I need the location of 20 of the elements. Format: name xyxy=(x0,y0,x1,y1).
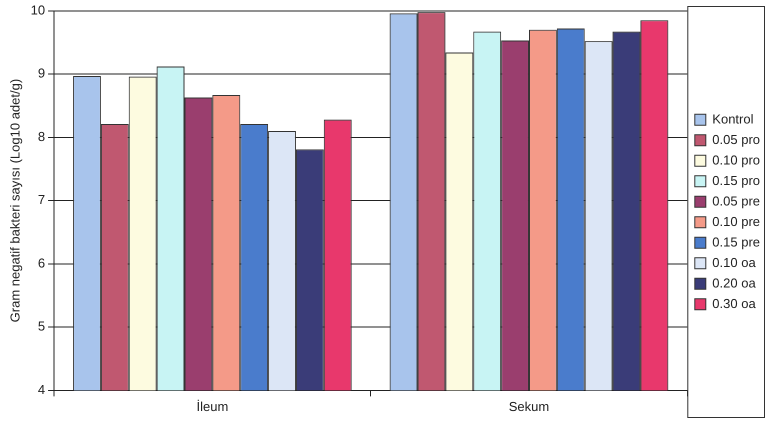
y-tick-label: 9 xyxy=(38,66,46,81)
y-tick-label: 10 xyxy=(30,2,46,18)
legend-label: 0.10 oa xyxy=(712,254,756,270)
legend-label: 0.15 pre xyxy=(712,234,760,250)
y-axis-title: Gram negatif bakteri sayısı (Log10 adet/g) xyxy=(7,78,22,322)
y-tick-label: 5 xyxy=(38,318,46,334)
legend-label: 0.15 pro xyxy=(712,172,760,188)
y-tick-label: 6 xyxy=(38,255,46,270)
legend-label: 0.20 oa xyxy=(712,275,756,290)
legend-label: 0.10 pre xyxy=(712,214,760,229)
legend-label: Kontrol xyxy=(712,111,754,126)
y-tick-label: 8 xyxy=(38,128,46,144)
legend-label: 0.10 pro xyxy=(712,152,760,168)
legend-label: 0.05 pre xyxy=(712,193,760,208)
x-tick-label: Sekum xyxy=(508,398,550,414)
x-tick-label: İleum xyxy=(196,398,228,414)
legend-label: 0.30 oa xyxy=(712,296,756,311)
legend-label: 0.05 pro xyxy=(712,132,760,147)
y-tick-label: 7 xyxy=(38,192,46,208)
y-tick-label: 4 xyxy=(38,382,46,397)
